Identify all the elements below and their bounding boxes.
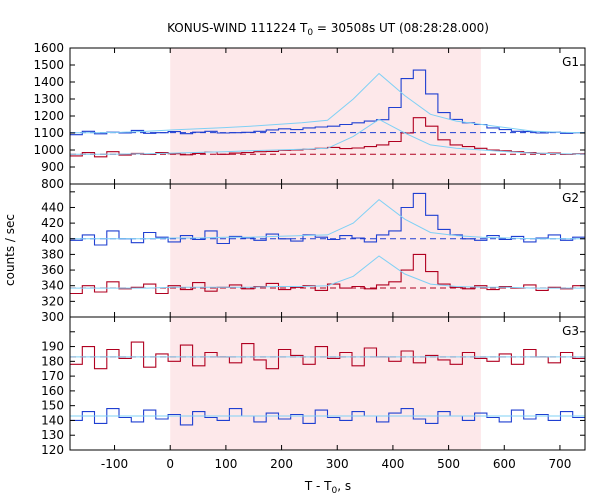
y-tick-label-g1: 1500	[33, 58, 64, 72]
series-layer	[70, 69, 586, 426]
fit-line-g1-red	[70, 118, 586, 155]
y-tick-label-g2: 400	[41, 232, 64, 246]
y-tick-label-g1: 1000	[33, 143, 64, 157]
fit-line-g2-red	[70, 255, 585, 289]
x-axis-label-sub: 0	[332, 486, 338, 496]
y-tick-label-g2: 340	[41, 279, 64, 293]
panel-frame-g3	[69, 316, 586, 451]
series-line-g3-blue	[70, 408, 585, 426]
y-tick-label-g3: 180	[41, 354, 64, 368]
x-tick-label: 400	[381, 457, 404, 471]
fit-line-g1-blue	[70, 72, 586, 134]
series-line-g2-blue	[70, 192, 585, 246]
y-tick-label-g2: 320	[41, 294, 64, 308]
y-tick-label-g3: 140	[41, 413, 64, 427]
axes-layer: 8009001000110012001300140015001600G13003…	[33, 41, 586, 471]
y-tick-label-g1: 1400	[33, 75, 64, 89]
y-tick-label-g3: 120	[41, 443, 64, 457]
x-axis-label-rest: , s	[337, 479, 351, 493]
y-tick-label-g3: 170	[41, 369, 64, 383]
x-tick-label: 600	[493, 457, 516, 471]
x-tick-label: 200	[270, 457, 293, 471]
x-axis-label-main: T - T	[304, 479, 332, 493]
chart-title-main: KONUS-WIND 111224 T	[167, 21, 308, 35]
panel-label-g3: G3	[562, 324, 579, 338]
y-tick-label-g3: 160	[41, 384, 64, 398]
x-tick-label: 0	[166, 457, 174, 471]
y-axis-label: counts / sec	[3, 214, 17, 286]
y-tick-label-g1: 1200	[33, 109, 64, 123]
y-tick-label-g2: 360	[41, 263, 64, 277]
y-tick-label-g2: 420	[41, 216, 64, 230]
shaded-interval-g1	[170, 48, 481, 184]
chart-title: KONUS-WIND 111224 T0 = 30508s UT (08:28:…	[167, 21, 489, 38]
fit-line-g2-blue	[70, 198, 585, 240]
y-tick-label-g2: 440	[41, 200, 64, 214]
x-tick-label: 700	[548, 457, 571, 471]
x-tick-label: 100	[214, 457, 237, 471]
series-line-g2-red	[70, 253, 585, 295]
chart-title-rest: = 30508s UT (08:28:28.000)	[313, 21, 489, 35]
y-tick-label-g3: 130	[41, 428, 64, 442]
chart-title-sub: 0	[307, 28, 313, 38]
panel-label-g2: G2	[562, 191, 579, 205]
shaded-interval-g2	[170, 184, 481, 317]
panel-label-g1: G1	[562, 55, 579, 69]
y-tick-label-g1: 800	[41, 177, 64, 191]
x-tick-label: 500	[437, 457, 460, 471]
series-line-g3-red	[70, 341, 585, 370]
y-tick-label-g2: 380	[41, 247, 64, 261]
y-tick-label-g1: 1600	[33, 41, 64, 55]
y-tick-label-g3: 150	[41, 399, 64, 413]
shaded-interval-g3	[170, 317, 481, 450]
x-axis-label: T - T0, s	[304, 479, 351, 496]
shading-layer	[170, 48, 481, 450]
y-tick-label-g1: 1300	[33, 92, 64, 106]
y-tick-label-g2: 300	[41, 310, 64, 324]
x-tick-label: 300	[326, 457, 349, 471]
x-tick-label: -100	[101, 457, 128, 471]
y-tick-label-g1: 1100	[33, 126, 64, 140]
y-tick-label-g3: 190	[41, 340, 64, 354]
y-tick-label-g1: 900	[41, 160, 64, 174]
